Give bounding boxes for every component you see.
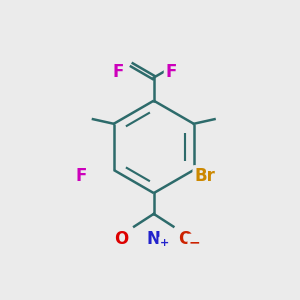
- Text: O: O: [178, 230, 192, 248]
- Text: F: F: [75, 167, 87, 185]
- Text: O: O: [114, 230, 128, 248]
- Text: +: +: [160, 238, 169, 248]
- Text: F: F: [112, 63, 124, 81]
- Text: N: N: [147, 230, 161, 248]
- Text: F: F: [165, 63, 177, 81]
- Text: Br: Br: [194, 167, 215, 185]
- Text: −: −: [189, 235, 200, 249]
